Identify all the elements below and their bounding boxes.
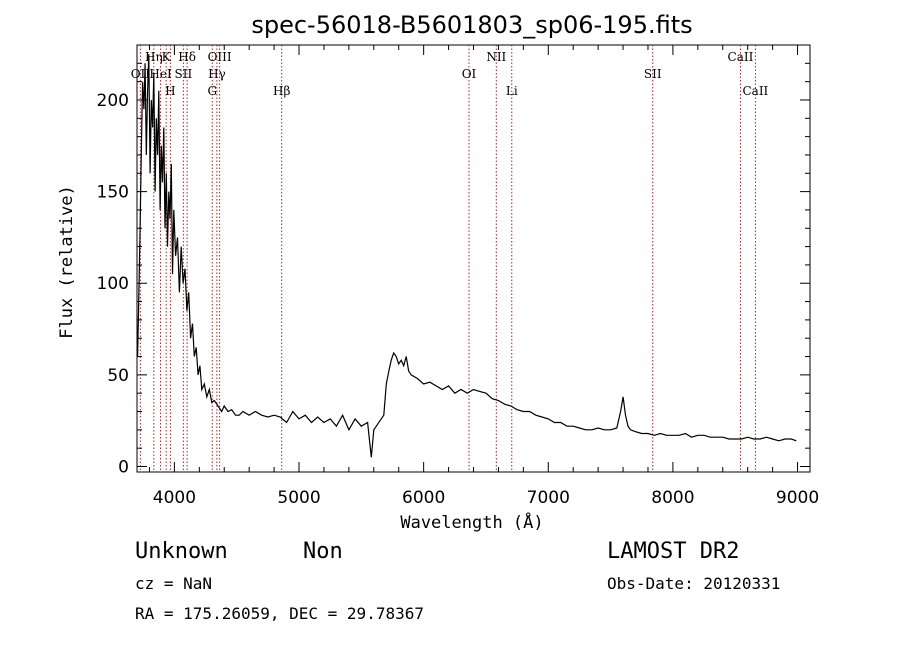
y-tick-label: 200 bbox=[97, 91, 129, 111]
x-tick-label: 9000 bbox=[776, 488, 819, 508]
spectral-line-label: OII bbox=[131, 67, 151, 81]
spectral-line-labels: OIIHηHeIKHSIIHδGHγOIIIHβOINIILiSIICaIICa… bbox=[131, 50, 769, 98]
spectral-line-markers bbox=[139, 45, 756, 472]
y-tick-label: 0 bbox=[118, 458, 129, 478]
spectral-line-label: Hδ bbox=[178, 50, 196, 64]
spectral-line-label: OI bbox=[462, 67, 477, 81]
x-tick-label: 7000 bbox=[527, 488, 570, 508]
x-tick-label: 4000 bbox=[153, 488, 196, 508]
survey-name: LAMOST DR2 bbox=[607, 539, 739, 564]
redshift-cz: cz = NaN bbox=[135, 574, 212, 593]
y-tick-label: 50 bbox=[107, 366, 129, 386]
plot-frame bbox=[136, 44, 811, 473]
object-class: Unknown bbox=[135, 539, 228, 564]
spectral-line-label: CaII bbox=[742, 84, 768, 98]
y-axis-label: Flux (relative) bbox=[57, 185, 77, 339]
y-tick-label: 150 bbox=[97, 183, 129, 203]
obs-date: Obs-Date: 20120331 bbox=[607, 574, 780, 593]
x-tick-label: 6000 bbox=[402, 488, 445, 508]
spectrum-line bbox=[137, 54, 797, 458]
object-subclass: Non bbox=[303, 539, 343, 564]
spectral-line-label: SII bbox=[644, 67, 662, 81]
chart-title: spec-56018-B5601803_sp06-195.fits bbox=[251, 11, 692, 39]
spectral-line-label: Li bbox=[506, 84, 518, 98]
ra-dec: RA = 175.26059, DEC = 29.78367 bbox=[135, 604, 424, 623]
spectral-line-label: NII bbox=[486, 50, 506, 64]
spectral-line-label: H bbox=[165, 84, 175, 98]
y-tick-label: 100 bbox=[97, 274, 129, 294]
spectral-line-label: HeI bbox=[149, 67, 172, 81]
spectral-line-label: OIII bbox=[208, 50, 232, 64]
axis-tick-labels: 4000 5000 6000 7000 8000 9000 0 50 100 150 200 bbox=[97, 91, 820, 508]
spectral-line-label: Hγ bbox=[208, 67, 226, 81]
spectral-line-label: G bbox=[207, 84, 217, 98]
spectral-line-label: Hη bbox=[145, 50, 163, 64]
x-axis-label: Wavelength (Å) bbox=[400, 511, 543, 533]
axis-ticks bbox=[137, 45, 810, 472]
spectral-line-label: SII bbox=[175, 67, 193, 81]
spectral-line-label: Hβ bbox=[273, 84, 290, 98]
x-tick-label: 8000 bbox=[651, 488, 694, 508]
x-tick-label: 5000 bbox=[277, 488, 320, 508]
spectral-line-label: CaII bbox=[728, 50, 754, 64]
spectral-line-label: K bbox=[162, 50, 172, 64]
